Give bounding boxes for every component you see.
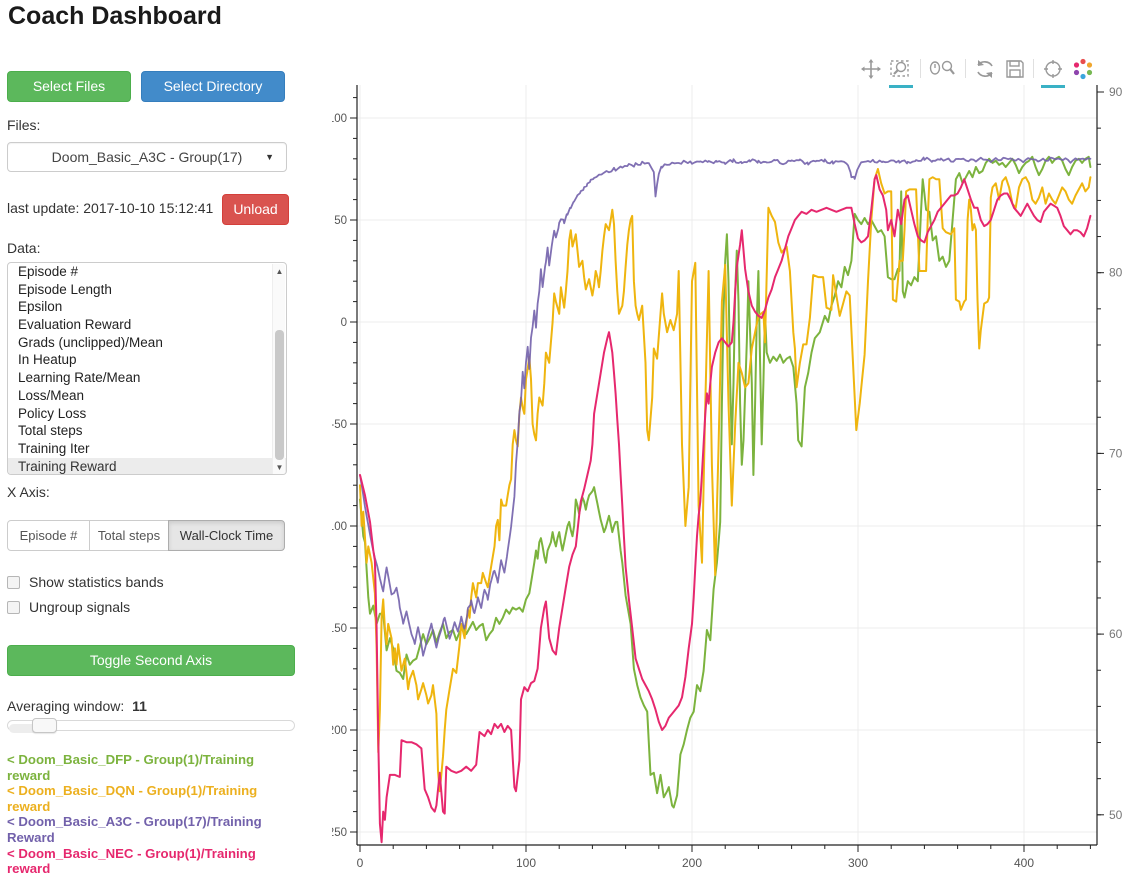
checkbox-row: Ungroup signals (7, 599, 287, 615)
checkbox-row: Show statistics bands (7, 574, 287, 590)
listbox-scrollbar[interactable]: ▲ ▼ (272, 264, 285, 474)
legend-item[interactable]: < Doom_Basic_DFP - Group(1)/Training rew… (7, 752, 255, 783)
bokeh-logo-icon[interactable] (1072, 58, 1094, 85)
list-item[interactable]: Epsilon (18, 299, 63, 315)
last-update-text: last update: 2017-10-10 15:12:41 (7, 200, 214, 216)
list-item[interactable]: Training Iter (18, 440, 90, 456)
x-axis-option-button[interactable]: Episode # (7, 520, 90, 551)
toolbar-separator (920, 59, 921, 78)
scroll-down-icon[interactable]: ▼ (275, 463, 284, 472)
x-axis-label: X Axis: (7, 484, 50, 500)
svg-text:300: 300 (848, 856, 868, 870)
svg-text:100: 100 (516, 856, 536, 870)
save-tool-icon[interactable] (1004, 58, 1026, 85)
box-zoom-tool-icon[interactable] (889, 58, 913, 88)
svg-text:70: 70 (1109, 446, 1123, 460)
series-line (359, 156, 1092, 657)
svg-text:-200: -200 (332, 725, 347, 737)
list-item[interactable]: Policy Loss (18, 405, 87, 421)
checkbox-input[interactable] (7, 575, 20, 589)
svg-text:-250: -250 (332, 827, 347, 839)
x-axis-option-button[interactable]: Total steps (89, 520, 169, 551)
unload-button[interactable]: Unload (222, 194, 289, 225)
list-item[interactable]: Episode Length (18, 281, 112, 297)
svg-text:-150: -150 (332, 623, 347, 635)
select-directory-button[interactable]: Select Directory (141, 71, 285, 102)
list-item[interactable]: Evaluation Reward (18, 317, 132, 333)
training-reward-chart[interactable]: 0 100 200 300 400 100 50 0 -50 -100 -150 -200 -250 90… (324, 55, 1142, 881)
slider-handle[interactable] (32, 718, 57, 733)
slider-track[interactable] (7, 720, 295, 733)
series-line (359, 155, 1092, 809)
legend-item[interactable]: < Doom_Basic_DQN - Group(1)/Training rew… (7, 783, 258, 814)
svg-text:200: 200 (682, 856, 702, 870)
svg-text:60: 60 (1109, 627, 1123, 641)
hover-tool-icon[interactable] (1041, 58, 1065, 88)
legend-item[interactable]: < Doom_Basic_A3C - Group(17)/Training Re… (7, 814, 262, 845)
caret-down-icon: ▼ (265, 152, 274, 162)
svg-text:-100: -100 (332, 521, 347, 533)
list-item[interactable]: Total steps (18, 423, 83, 439)
toggle-second-axis-button[interactable]: Toggle Second Axis (7, 645, 295, 676)
svg-text:80: 80 (1109, 266, 1123, 280)
legend-item[interactable]: < Doom_Basic_NEC - Group(1)/Training rew… (7, 845, 256, 877)
list-item[interactable]: In Heatup (18, 352, 77, 368)
list-item[interactable]: Learning Rate/Mean (18, 370, 141, 386)
averaging-window-label: Averaging window: (7, 698, 125, 714)
bokeh-toolbar (860, 58, 1094, 88)
reset-tool-icon[interactable] (973, 58, 997, 85)
files-select-dropdown[interactable]: Doom_Basic_A3C - Group(17) ▼ (7, 142, 287, 172)
scrollbar-thumb[interactable] (275, 330, 284, 460)
select-files-button[interactable]: Select Files (7, 71, 131, 102)
svg-text:-50: -50 (332, 419, 347, 431)
svg-text:90: 90 (1109, 85, 1123, 99)
files-selected-value: Doom_Basic_A3C - Group(17) (51, 149, 243, 165)
list-item[interactable]: Training Reward (8, 457, 286, 474)
slider-fill (9, 724, 37, 733)
svg-text:50: 50 (1109, 808, 1123, 822)
checkbox-label: Show statistics bands (29, 574, 164, 590)
files-label: Files: (7, 117, 41, 133)
averaging-window-slider[interactable] (7, 718, 295, 733)
svg-text:400: 400 (1014, 856, 1034, 870)
scroll-up-icon[interactable]: ▲ (275, 267, 284, 276)
checkbox-label: Ungroup signals (29, 599, 131, 615)
x-axis-button-group: Episode # Total steps Wall-Clock Time (7, 520, 285, 551)
list-item[interactable]: Loss/Mean (18, 387, 85, 403)
svg-text:50: 50 (334, 215, 347, 227)
averaging-window-row: Averaging window: 11 (7, 698, 147, 714)
page-title: Coach Dashboard (8, 2, 222, 30)
toolbar-separator (1033, 59, 1034, 78)
data-signal-listbox[interactable]: Episode # Episode Length Epsilon Evaluation… (7, 262, 287, 475)
chart-area: 0 100 200 300 400 100 50 0 -50 -100 -150 -200 -250 90… (324, 55, 1142, 881)
svg-text:0: 0 (357, 856, 364, 870)
data-label: Data: (7, 240, 41, 256)
svg-text:100: 100 (332, 113, 347, 125)
averaging-window-value: 11 (132, 698, 147, 714)
series-line (359, 174, 1092, 844)
list-item[interactable]: Episode # (18, 264, 79, 279)
pan-tool-icon[interactable] (860, 58, 882, 85)
checkbox-input[interactable] (7, 600, 20, 614)
toolbar-separator (965, 59, 966, 78)
list-item[interactable]: Grads (unclipped)/Mean (18, 334, 163, 350)
signals-legend: < Doom_Basic_DFP - Group(1)/Training rew… (7, 752, 299, 877)
wheel-zoom-tool-icon[interactable] (928, 58, 958, 85)
x-axis-option-button[interactable]: Wall-Clock Time (168, 520, 285, 551)
svg-text:0: 0 (341, 317, 347, 329)
